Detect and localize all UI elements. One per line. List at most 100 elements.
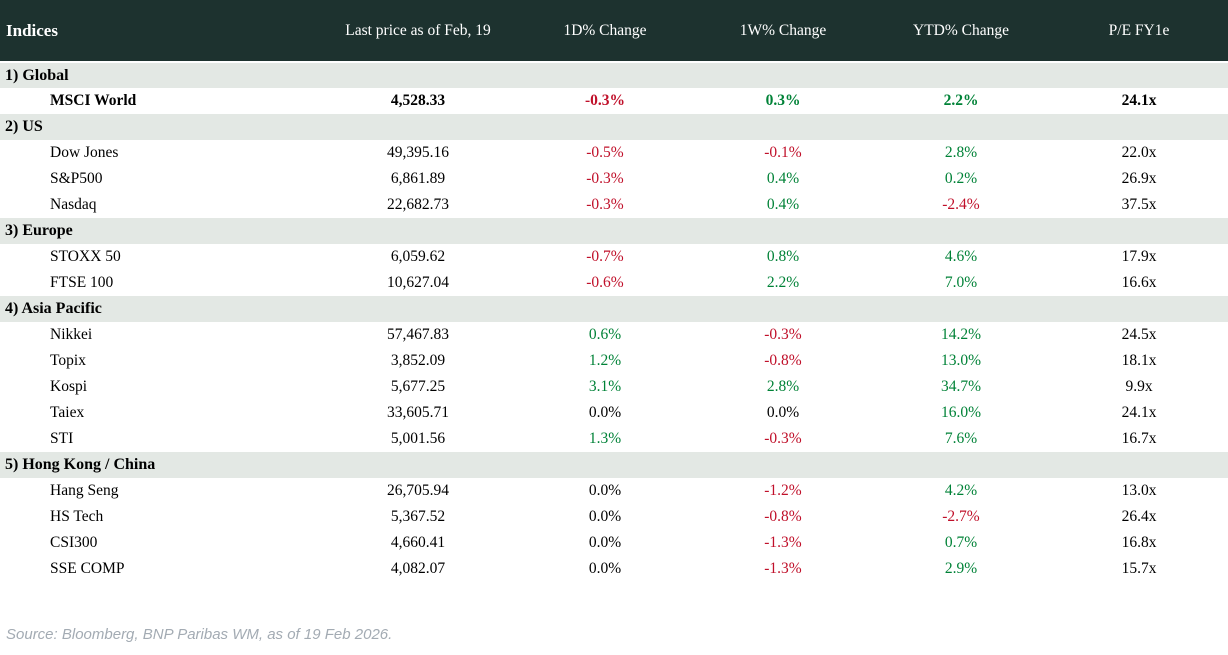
last-price-value: 49,395.16 — [387, 144, 449, 161]
last-price-value: 6,059.62 — [390, 248, 446, 265]
index-row: HS Tech 5,367.52 0.0% -0.8% -2.7% 26.4x — [0, 504, 1228, 530]
section-label: 1) Global — [5, 66, 69, 84]
index-name: Hang Seng — [50, 482, 119, 499]
source-note: Source: Bloomberg, BNP Paribas WM, as of… — [6, 626, 393, 643]
change-ytd-value: -2.4% — [942, 196, 980, 213]
change-1w-value: 0.4% — [766, 196, 800, 213]
index-row: S&P500 6,861.89 -0.3% 0.4% 0.2% 26.9x — [0, 166, 1228, 192]
section-label: 4) Asia Pacific — [5, 300, 102, 317]
change-1d-value: -0.3% — [584, 92, 626, 109]
change-1d-value: -0.7% — [586, 248, 624, 265]
change-ytd-value: 4.6% — [944, 248, 978, 265]
index-name: Dow Jones — [50, 144, 119, 161]
change-1w-value: -0.8% — [764, 352, 802, 369]
change-ytd-value: 2.2% — [943, 92, 979, 109]
pe-fy1e-value: 15.7x — [1121, 560, 1157, 577]
change-1d-value: -0.3% — [586, 170, 624, 187]
index-name: STOXX 50 — [50, 248, 121, 265]
section-label: 5) Hong Kong / China — [5, 456, 156, 473]
column-header-indices: Indices — [0, 0, 320, 63]
change-1d-value: 0.0% — [588, 560, 622, 577]
last-price-value: 4,082.07 — [390, 560, 446, 577]
index-row: STI 5,001.56 1.3% -0.3% 7.6% 16.7x — [0, 426, 1228, 452]
change-ytd-value: -2.7% — [942, 508, 980, 525]
change-1d-value: 1.3% — [588, 430, 622, 447]
last-price-value: 5,367.52 — [390, 508, 446, 525]
change-1w-value: -0.1% — [764, 144, 802, 161]
pe-fy1e-value: 22.0x — [1121, 144, 1157, 161]
last-price-value: 22,682.73 — [387, 196, 449, 213]
change-1d-value: 0.0% — [588, 508, 622, 525]
index-name: SSE COMP — [50, 560, 125, 577]
section-label: 3) Europe — [5, 222, 73, 239]
last-price-value: 6,861.89 — [390, 170, 446, 187]
index-row: Nasdaq 22,682.73 -0.3% 0.4% -2.4% 37.5x — [0, 192, 1228, 218]
change-ytd-value: 34.7% — [940, 378, 982, 395]
change-1w-value: -1.3% — [764, 560, 802, 577]
change-ytd-value: 16.0% — [940, 404, 982, 421]
change-1w-value: 2.8% — [766, 378, 800, 395]
change-1d-value: 0.0% — [588, 534, 622, 551]
pe-fy1e-value: 24.5x — [1121, 326, 1157, 343]
change-1w-value: 0.3% — [765, 92, 801, 109]
index-row: Taiex 33,605.71 0.0% 0.0% 16.0% 24.1x — [0, 400, 1228, 426]
last-price-value: 10,627.04 — [387, 274, 449, 291]
change-1w-value: 0.4% — [766, 170, 800, 187]
last-price-value: 5,001.56 — [390, 430, 446, 447]
pe-fy1e-value: 13.0x — [1121, 482, 1157, 499]
pe-fy1e-value: 18.1x — [1121, 352, 1157, 369]
last-price-value: 57,467.83 — [387, 326, 449, 343]
change-ytd-value: 13.0% — [940, 352, 982, 369]
change-ytd-value: 0.7% — [944, 534, 978, 551]
table-header: Indices Last price as of Feb, 19 1D% Cha… — [0, 0, 1228, 63]
indices-table: Indices Last price as of Feb, 19 1D% Cha… — [0, 0, 1228, 582]
pe-fy1e-value: 16.6x — [1121, 274, 1157, 291]
change-1w-value: -1.2% — [764, 482, 802, 499]
change-1w-value: -0.3% — [764, 430, 802, 447]
index-name: Nasdaq — [50, 196, 97, 213]
index-name: Taiex — [50, 404, 85, 421]
index-name: FTSE 100 — [50, 274, 114, 291]
last-price-value: 26,705.94 — [387, 482, 449, 499]
change-ytd-value: 0.2% — [944, 170, 978, 187]
last-price-value: 5,677.25 — [390, 378, 446, 395]
change-1d-value: -0.5% — [586, 144, 624, 161]
section-row: 4) Asia Pacific — [0, 296, 1228, 322]
change-ytd-value: 14.2% — [940, 326, 982, 343]
index-row: Kospi 5,677.25 3.1% 2.8% 34.7% 9.9x — [0, 374, 1228, 400]
change-1d-value: -0.3% — [586, 196, 624, 213]
section-row: 1) Global — [0, 62, 1228, 88]
change-1d-value: 3.1% — [588, 378, 622, 395]
index-row: SSE COMP 4,082.07 0.0% -1.3% 2.9% 15.7x — [0, 556, 1228, 582]
column-header-1w-change: 1W% Change — [694, 0, 872, 63]
pe-fy1e-value: 16.7x — [1121, 430, 1157, 447]
index-name: Nikkei — [50, 326, 93, 343]
pe-fy1e-value: 26.4x — [1121, 508, 1157, 525]
change-1w-value: -1.3% — [764, 534, 802, 551]
index-row: Topix 3,852.09 1.2% -0.8% 13.0% 18.1x — [0, 348, 1228, 374]
index-name: MSCI World — [50, 92, 137, 109]
change-1w-value: 0.8% — [766, 248, 800, 265]
change-1w-value: 0.0% — [766, 404, 800, 421]
column-header-1d-change: 1D% Change — [516, 0, 694, 63]
index-name: STI — [50, 430, 74, 447]
section-row: 3) Europe — [0, 218, 1228, 244]
index-name: Topix — [50, 352, 86, 369]
pe-fy1e-value: 37.5x — [1121, 196, 1157, 213]
change-1w-value: -0.8% — [764, 508, 802, 525]
column-header-pe-fy1e: P/E FY1e — [1050, 0, 1228, 63]
index-row: Nikkei 57,467.83 0.6% -0.3% 14.2% 24.5x — [0, 322, 1228, 348]
index-row: Dow Jones 49,395.16 -0.5% -0.1% 2.8% 22.0x — [0, 140, 1228, 166]
pe-fy1e-value: 16.8x — [1121, 534, 1157, 551]
section-label: 2) US — [5, 118, 43, 135]
last-price-value: 3,852.09 — [390, 352, 446, 369]
last-price-value: 4,528.33 — [390, 92, 446, 109]
index-row: STOXX 50 6,059.62 -0.7% 0.8% 4.6% 17.9x — [0, 244, 1228, 270]
change-ytd-value: 7.6% — [944, 430, 978, 447]
change-ytd-value: 2.8% — [944, 144, 978, 161]
last-price-value: 33,605.71 — [387, 404, 449, 421]
index-row: CSI300 4,660.41 0.0% -1.3% 0.7% 16.8x — [0, 530, 1228, 556]
change-1d-value: -0.6% — [586, 274, 624, 291]
section-row: 2) US — [0, 114, 1228, 140]
change-1d-value: 0.0% — [588, 482, 622, 499]
